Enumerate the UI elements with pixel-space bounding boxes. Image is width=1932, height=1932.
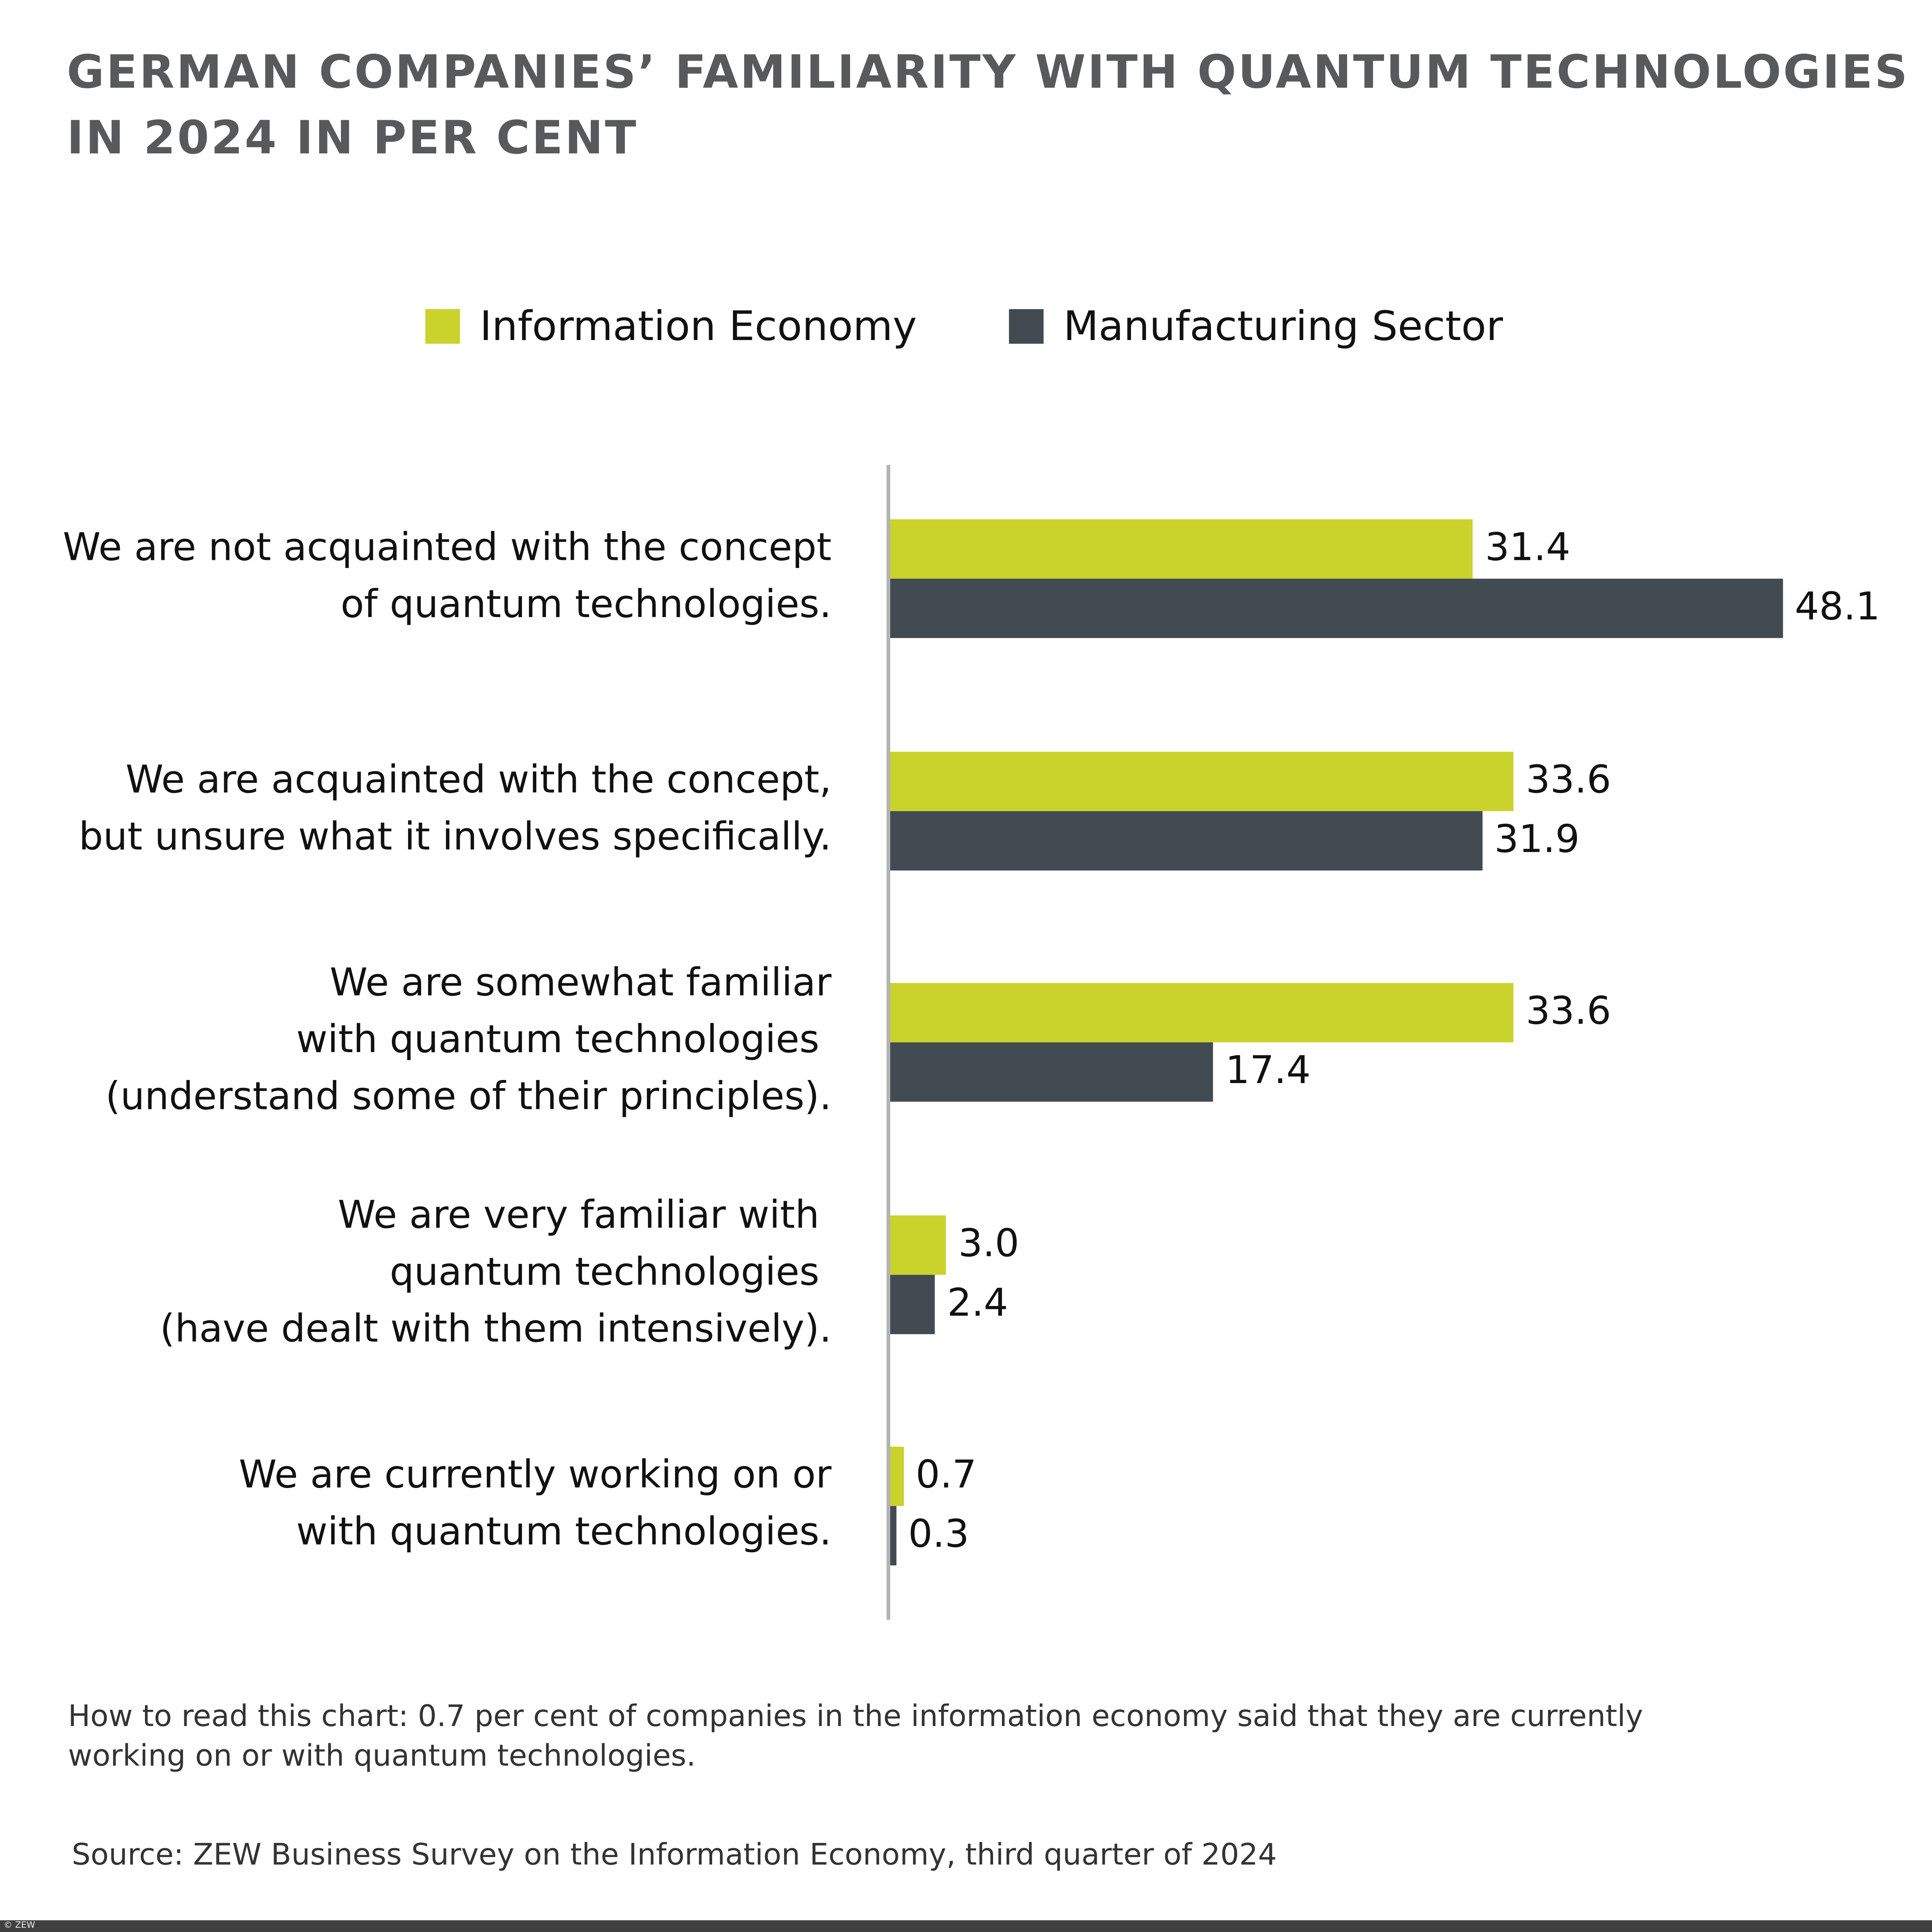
- data-label: 2.4: [947, 1281, 1008, 1326]
- how-to-read-note: How to read this chart: 0.7 per cent of …: [68, 1699, 1643, 1773]
- bar-information-3: [890, 1215, 946, 1275]
- category-label: We are currently working on or with quan…: [238, 1453, 832, 1554]
- bar-manufacturing-1: [890, 811, 1482, 871]
- data-label: 31.4: [1485, 526, 1571, 570]
- bar-manufacturing-2: [890, 1042, 1213, 1102]
- bar-manufacturing-0: [890, 578, 1782, 638]
- category-label: We are acquainted with the concept, but …: [78, 758, 832, 859]
- bar-manufacturing-4: [890, 1506, 896, 1566]
- data-label: 0.7: [915, 1453, 977, 1498]
- title-line-1: GERMAN COMPANIES’ FAMILIARITY WITH QUANT…: [66, 46, 1910, 99]
- data-label: 33.6: [1526, 989, 1611, 1034]
- category-label: We are somewhat familiar with quantum te…: [105, 961, 832, 1119]
- legend-swatch: [425, 308, 460, 343]
- bar-manufacturing-3: [890, 1275, 935, 1334]
- y-axis-line: [886, 465, 890, 1620]
- data-label: 31.9: [1494, 817, 1580, 862]
- legend-label: Information Economy: [480, 301, 917, 350]
- legend-item-manufacturing-sector: Manufacturing Sector: [1009, 302, 1503, 350]
- legend-swatch: [1009, 308, 1044, 343]
- data-label: 17.4: [1225, 1048, 1311, 1093]
- chart-title: GERMAN COMPANIES’ FAMILIARITY WITH QUANT…: [67, 39, 1910, 170]
- legend-label: Manufacturing Sector: [1063, 301, 1503, 350]
- footer-bar: © ZEW: [0, 1920, 1932, 1932]
- bar-information-0: [890, 519, 1473, 579]
- source-note: Source: ZEW Business Survey on the Infor…: [71, 1837, 1277, 1872]
- data-label: 3.0: [958, 1221, 1019, 1266]
- bar-information-2: [890, 983, 1514, 1043]
- bar-information-4: [890, 1447, 903, 1506]
- legend-item-information-economy: Information Economy: [425, 302, 917, 350]
- category-label: We are very familiar with quantum techno…: [160, 1193, 832, 1352]
- title-line-2: IN 2024 IN PER CENT: [66, 111, 638, 165]
- data-label: 0.3: [908, 1512, 969, 1557]
- data-label: 48.1: [1794, 585, 1880, 629]
- copyright: © ZEW: [3, 1920, 35, 1930]
- category-label: We are not acquainted with the concept o…: [63, 526, 832, 627]
- bar-information-1: [890, 752, 1514, 811]
- data-label: 33.6: [1526, 758, 1611, 803]
